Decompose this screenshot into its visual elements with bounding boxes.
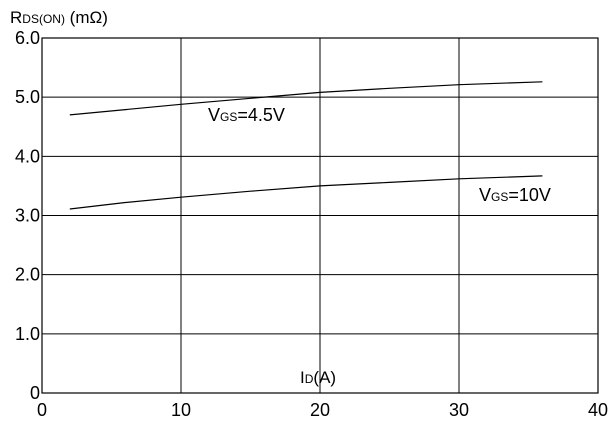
y-tick-label: 2.0 <box>15 265 40 285</box>
grid <box>41 37 599 394</box>
series-label-vgs-4-5v: VGS=4.5V <box>208 105 285 125</box>
y-tick-label: 4.0 <box>15 146 40 166</box>
y-axis-label-sub: DS(ON) <box>22 12 65 26</box>
x-axis-label-main: I <box>300 368 305 387</box>
series-label-rest: =4.5V <box>237 105 285 125</box>
x-axis-label-rest: (A) <box>313 368 336 387</box>
y-tick-label: 1.0 <box>15 324 40 344</box>
y-axis-label-main: R <box>10 8 22 27</box>
x-axis-label: ID(A) <box>300 368 336 387</box>
y-axis-label: RDS(ON) (mΩ) <box>10 8 108 27</box>
series-label-main: V <box>208 105 220 125</box>
x-tick-label: 20 <box>310 400 330 420</box>
series-label-sub: GS <box>491 190 508 204</box>
y-tick-label: 6.0 <box>15 28 40 48</box>
x-axis-label-sub: D <box>305 372 314 386</box>
y-tick-label: 3.0 <box>15 206 40 226</box>
x-tick-label: 0 <box>37 400 47 420</box>
series-label-rest: =10V <box>508 185 551 205</box>
series-line-vgs-4-5v <box>69 81 543 116</box>
x-tick-label: 10 <box>171 400 191 420</box>
x-tick-label: 30 <box>449 400 469 420</box>
series-label-vgs-10v: VGS=10V <box>479 185 551 205</box>
series-label-main: V <box>479 185 491 205</box>
series-label-sub: GS <box>220 110 237 124</box>
tick-labels: 0 10 20 30 40 0 1.0 2.0 3.0 4.0 5.0 6.0 <box>15 28 608 420</box>
series-layer <box>69 81 543 210</box>
series-line-vgs-10v <box>69 175 543 210</box>
y-tick-label: 5.0 <box>15 87 40 107</box>
x-tick-label: 40 <box>588 400 608 420</box>
y-tick-label: 0 <box>30 383 40 403</box>
y-axis-label-rest: (mΩ) <box>65 8 108 27</box>
